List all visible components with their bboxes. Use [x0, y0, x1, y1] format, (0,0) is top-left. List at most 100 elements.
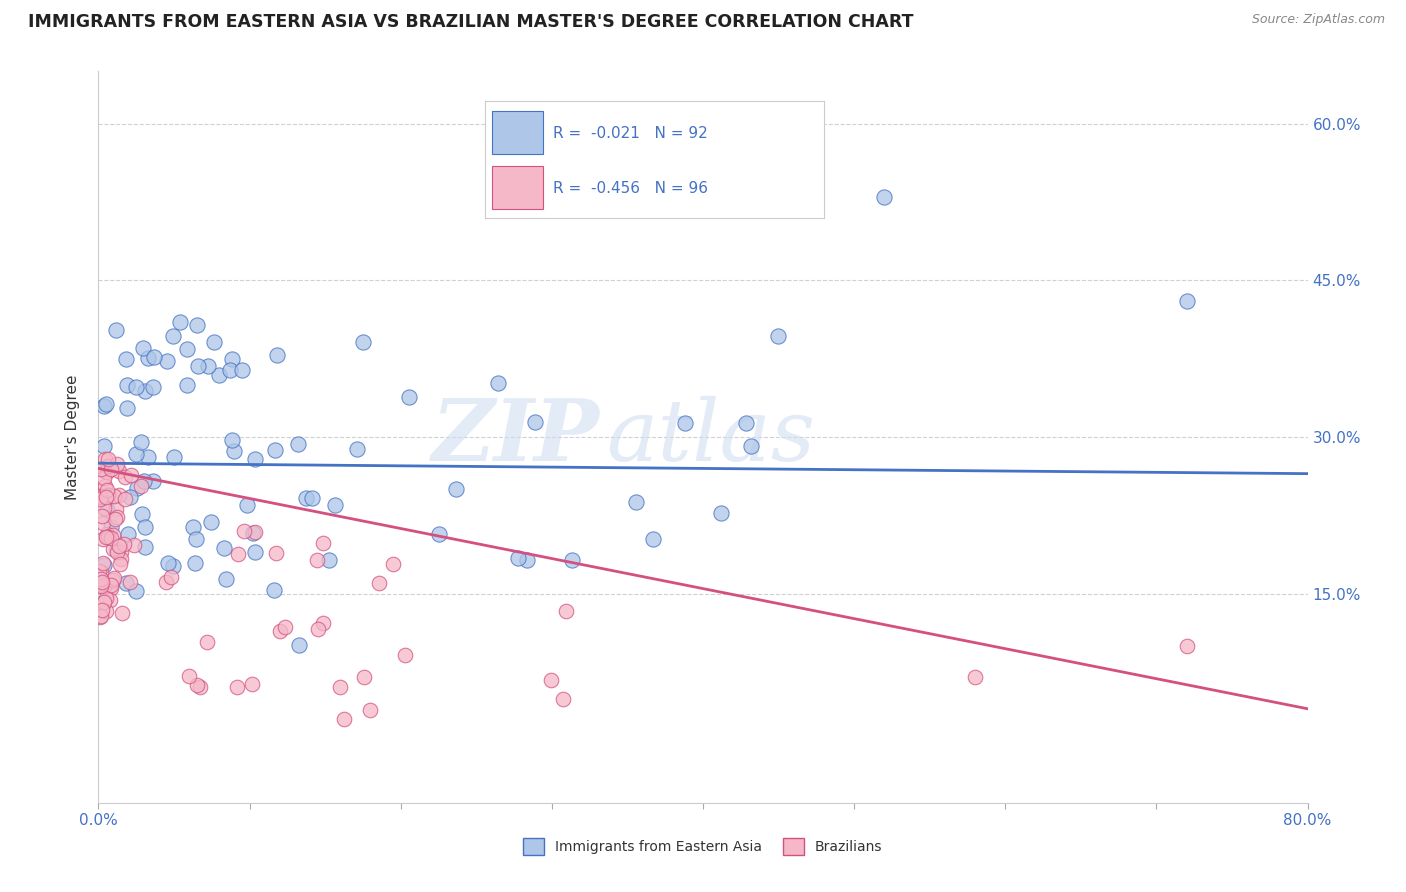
Point — [555, 604, 578, 618]
Point — [176, 342, 198, 356]
Point — [122, 538, 145, 552]
Point — [115, 575, 138, 590]
Point — [90, 602, 112, 616]
Point — [100, 520, 122, 534]
Point — [129, 479, 152, 493]
Point — [200, 515, 222, 529]
Point — [673, 416, 696, 430]
Point — [486, 376, 509, 390]
Point — [100, 578, 122, 592]
Point — [90, 462, 112, 476]
Point — [294, 491, 316, 505]
Point — [110, 551, 132, 566]
Point — [263, 442, 285, 457]
Point — [134, 474, 156, 488]
Point — [101, 573, 124, 587]
Point — [97, 488, 120, 502]
Point — [90, 575, 112, 590]
Point — [1175, 639, 1198, 653]
Point — [90, 489, 112, 503]
Point — [120, 468, 142, 483]
Point — [107, 488, 129, 502]
Point — [97, 458, 120, 473]
Point — [115, 377, 138, 392]
Point — [91, 579, 114, 593]
Point — [100, 582, 122, 596]
Point — [352, 335, 374, 350]
Point — [368, 575, 391, 590]
Point — [107, 539, 129, 553]
Text: atlas: atlas — [606, 396, 815, 478]
Point — [96, 397, 118, 411]
Point — [91, 556, 114, 570]
Point — [553, 691, 575, 706]
Point — [160, 570, 183, 584]
Point — [96, 527, 118, 541]
Point — [136, 351, 159, 366]
Point — [93, 579, 115, 593]
Point — [108, 558, 131, 572]
Point — [97, 452, 120, 467]
Point — [274, 620, 297, 634]
Point — [187, 359, 209, 373]
Point — [105, 545, 128, 559]
Point — [93, 471, 115, 485]
Point — [540, 673, 562, 687]
Point — [96, 483, 118, 497]
Point — [89, 491, 111, 506]
Point — [508, 550, 530, 565]
Point — [264, 545, 287, 559]
Point — [219, 363, 242, 377]
Point — [226, 547, 249, 561]
Point — [111, 606, 134, 620]
Point — [94, 451, 117, 466]
Point — [94, 604, 117, 618]
Point — [120, 575, 142, 590]
Point — [93, 558, 115, 572]
Point — [626, 495, 648, 509]
Point — [221, 351, 243, 366]
Point — [195, 635, 218, 649]
Point — [169, 315, 191, 329]
Point — [142, 475, 165, 489]
Point — [740, 439, 762, 453]
Point — [766, 328, 789, 343]
Point — [101, 541, 124, 556]
Point — [93, 501, 115, 516]
Point — [311, 616, 333, 631]
Point — [136, 450, 159, 464]
Point — [90, 579, 112, 593]
Point — [107, 464, 129, 478]
Point — [90, 575, 112, 590]
Point — [318, 552, 340, 566]
Point — [93, 595, 115, 609]
Point — [202, 334, 225, 349]
Point — [131, 434, 153, 449]
Legend: Immigrants from Eastern Asia, Brazilians: Immigrants from Eastern Asia, Brazilians — [516, 830, 890, 862]
Point — [307, 622, 329, 636]
Point — [523, 415, 546, 429]
Point — [398, 390, 420, 404]
Point — [93, 479, 115, 493]
Point — [263, 582, 285, 597]
Point — [156, 556, 179, 570]
Point — [156, 353, 179, 368]
Point — [120, 490, 142, 504]
Point — [97, 488, 120, 502]
Point — [710, 506, 733, 520]
Point — [444, 482, 467, 496]
Point — [287, 437, 309, 451]
Text: IMMIGRANTS FROM EASTERN ASIA VS BRAZILIAN MASTER'S DEGREE CORRELATION CHART: IMMIGRANTS FROM EASTERN ASIA VS BRAZILIA… — [28, 13, 914, 31]
Point — [240, 677, 263, 691]
Point — [226, 680, 249, 694]
Point — [114, 492, 136, 507]
Point — [105, 543, 128, 558]
Point — [110, 545, 132, 559]
Point — [91, 533, 114, 547]
Point — [93, 439, 115, 453]
Point — [212, 541, 235, 556]
Point — [333, 712, 356, 726]
Point — [162, 329, 184, 343]
Point — [305, 553, 328, 567]
Point — [96, 490, 118, 504]
